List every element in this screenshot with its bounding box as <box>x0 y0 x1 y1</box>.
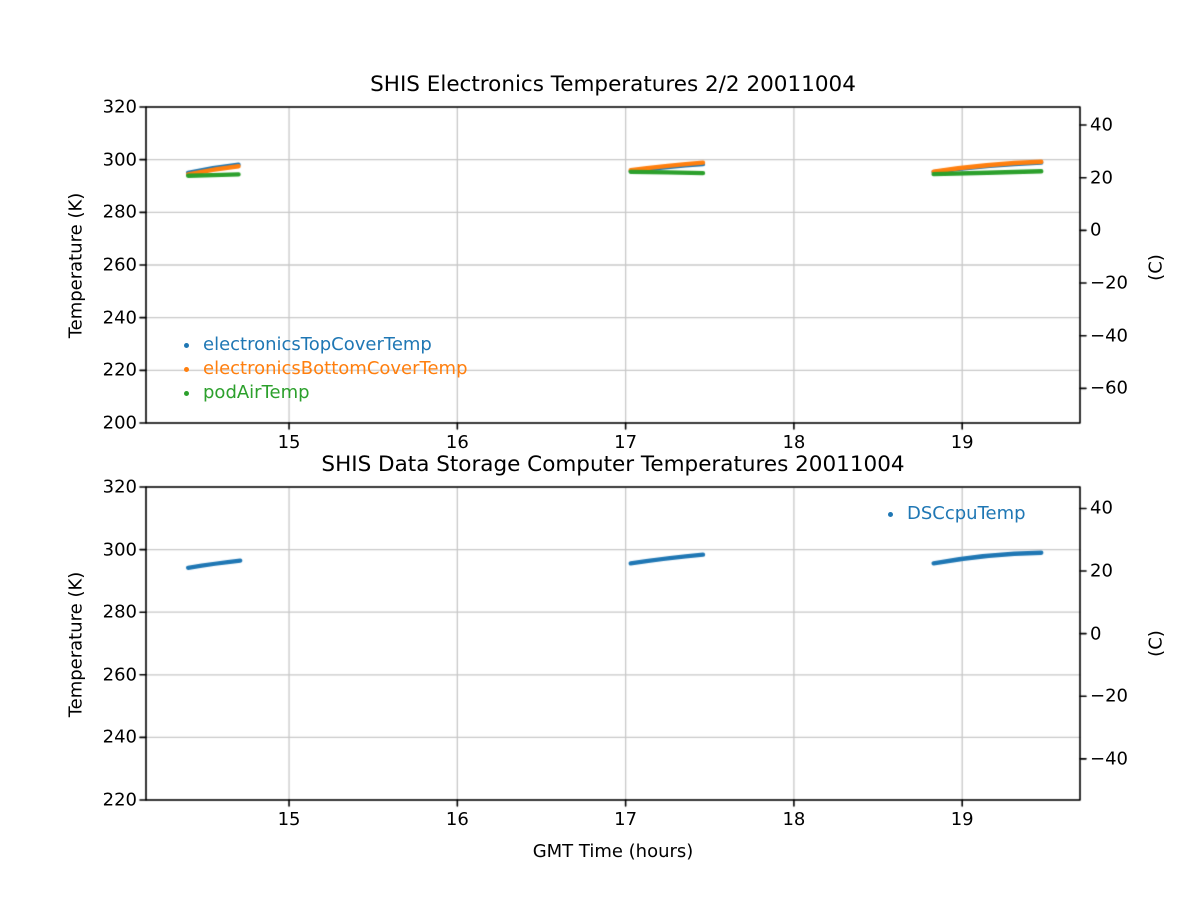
x-tick-label: 17 <box>614 432 638 453</box>
x-axis-label: GMT Time (hours) <box>532 841 694 862</box>
x-tick-label: 15 <box>277 432 301 453</box>
point-marker-icon <box>184 366 189 372</box>
y-tick-label: 280 <box>102 201 137 223</box>
point-marker-icon <box>184 390 189 396</box>
x-tick-label: 18 <box>782 432 806 453</box>
y2-tick-label: 0 <box>1090 623 1102 645</box>
x-tick-label: 19 <box>950 809 974 830</box>
y2-tick-label: −20 <box>1090 685 1128 707</box>
legend-label: podAirTemp <box>203 382 310 403</box>
x-tick-label: 16 <box>445 432 469 453</box>
y-tick-label: 320 <box>102 476 137 498</box>
dsc-plot-area <box>146 487 1080 800</box>
y-tick-label: 280 <box>102 601 137 623</box>
y2-tick-label: −20 <box>1090 272 1128 294</box>
x-tick-label: 16 <box>445 809 469 830</box>
y-tick-label: 260 <box>102 254 137 276</box>
x-tick-label: 15 <box>277 809 301 830</box>
y2-tick-label: 20 <box>1090 167 1113 189</box>
y2-tick-label: −60 <box>1090 377 1128 399</box>
x-tick-label: 18 <box>782 809 806 830</box>
legend-item-dsc-cpu: DSCcpuTemp <box>888 502 1026 526</box>
legend-label: electronicsTopCoverTemp <box>203 334 432 355</box>
dsc-chart-title: SHIS Data Storage Computer Temperatures … <box>321 452 905 477</box>
electronics-chart-title: SHIS Electronics Temperatures 2/2 200110… <box>370 72 856 97</box>
point-marker-icon <box>184 342 189 348</box>
legend-label: DSCcpuTemp <box>907 503 1026 524</box>
y-tick-label: 240 <box>102 307 137 329</box>
electronics-legend: electronicsTopCoverTemp electronicsBotto… <box>184 333 468 405</box>
dsc-ylabel-left: Temperature (K) <box>65 571 87 718</box>
y-tick-label: 220 <box>102 359 137 381</box>
y2-tick-label: 0 <box>1090 219 1102 241</box>
y2-tick-label: 40 <box>1090 497 1113 519</box>
y-tick-label: 200 <box>102 412 137 434</box>
y-tick-label: 300 <box>102 539 137 561</box>
electronics-ylabel-left: Temperature (K) <box>65 192 87 339</box>
y2-tick-label: 20 <box>1090 560 1113 582</box>
dsc-legend: DSCcpuTemp <box>888 502 1026 526</box>
x-tick-label: 17 <box>614 809 638 830</box>
electronics-ylabel-right: (C) <box>1145 254 1167 281</box>
y2-tick-label: −40 <box>1090 748 1128 770</box>
y-tick-label: 260 <box>102 664 137 686</box>
legend-item-bottom-cover: electronicsBottomCoverTemp <box>184 357 468 381</box>
y-tick-label: 300 <box>102 149 137 171</box>
legend-item-pod-air: podAirTemp <box>184 381 468 405</box>
legend-label: electronicsBottomCoverTemp <box>203 358 468 379</box>
dsc-ylabel-right: (C) <box>1145 630 1167 657</box>
y2-tick-label: 40 <box>1090 114 1113 136</box>
x-tick-label: 19 <box>950 432 974 453</box>
y-tick-label: 220 <box>102 789 137 811</box>
point-marker-icon <box>888 511 893 517</box>
y-tick-label: 320 <box>102 96 137 118</box>
legend-item-top-cover: electronicsTopCoverTemp <box>184 333 468 357</box>
y-tick-label: 240 <box>102 726 137 748</box>
y2-tick-label: −40 <box>1090 325 1128 347</box>
